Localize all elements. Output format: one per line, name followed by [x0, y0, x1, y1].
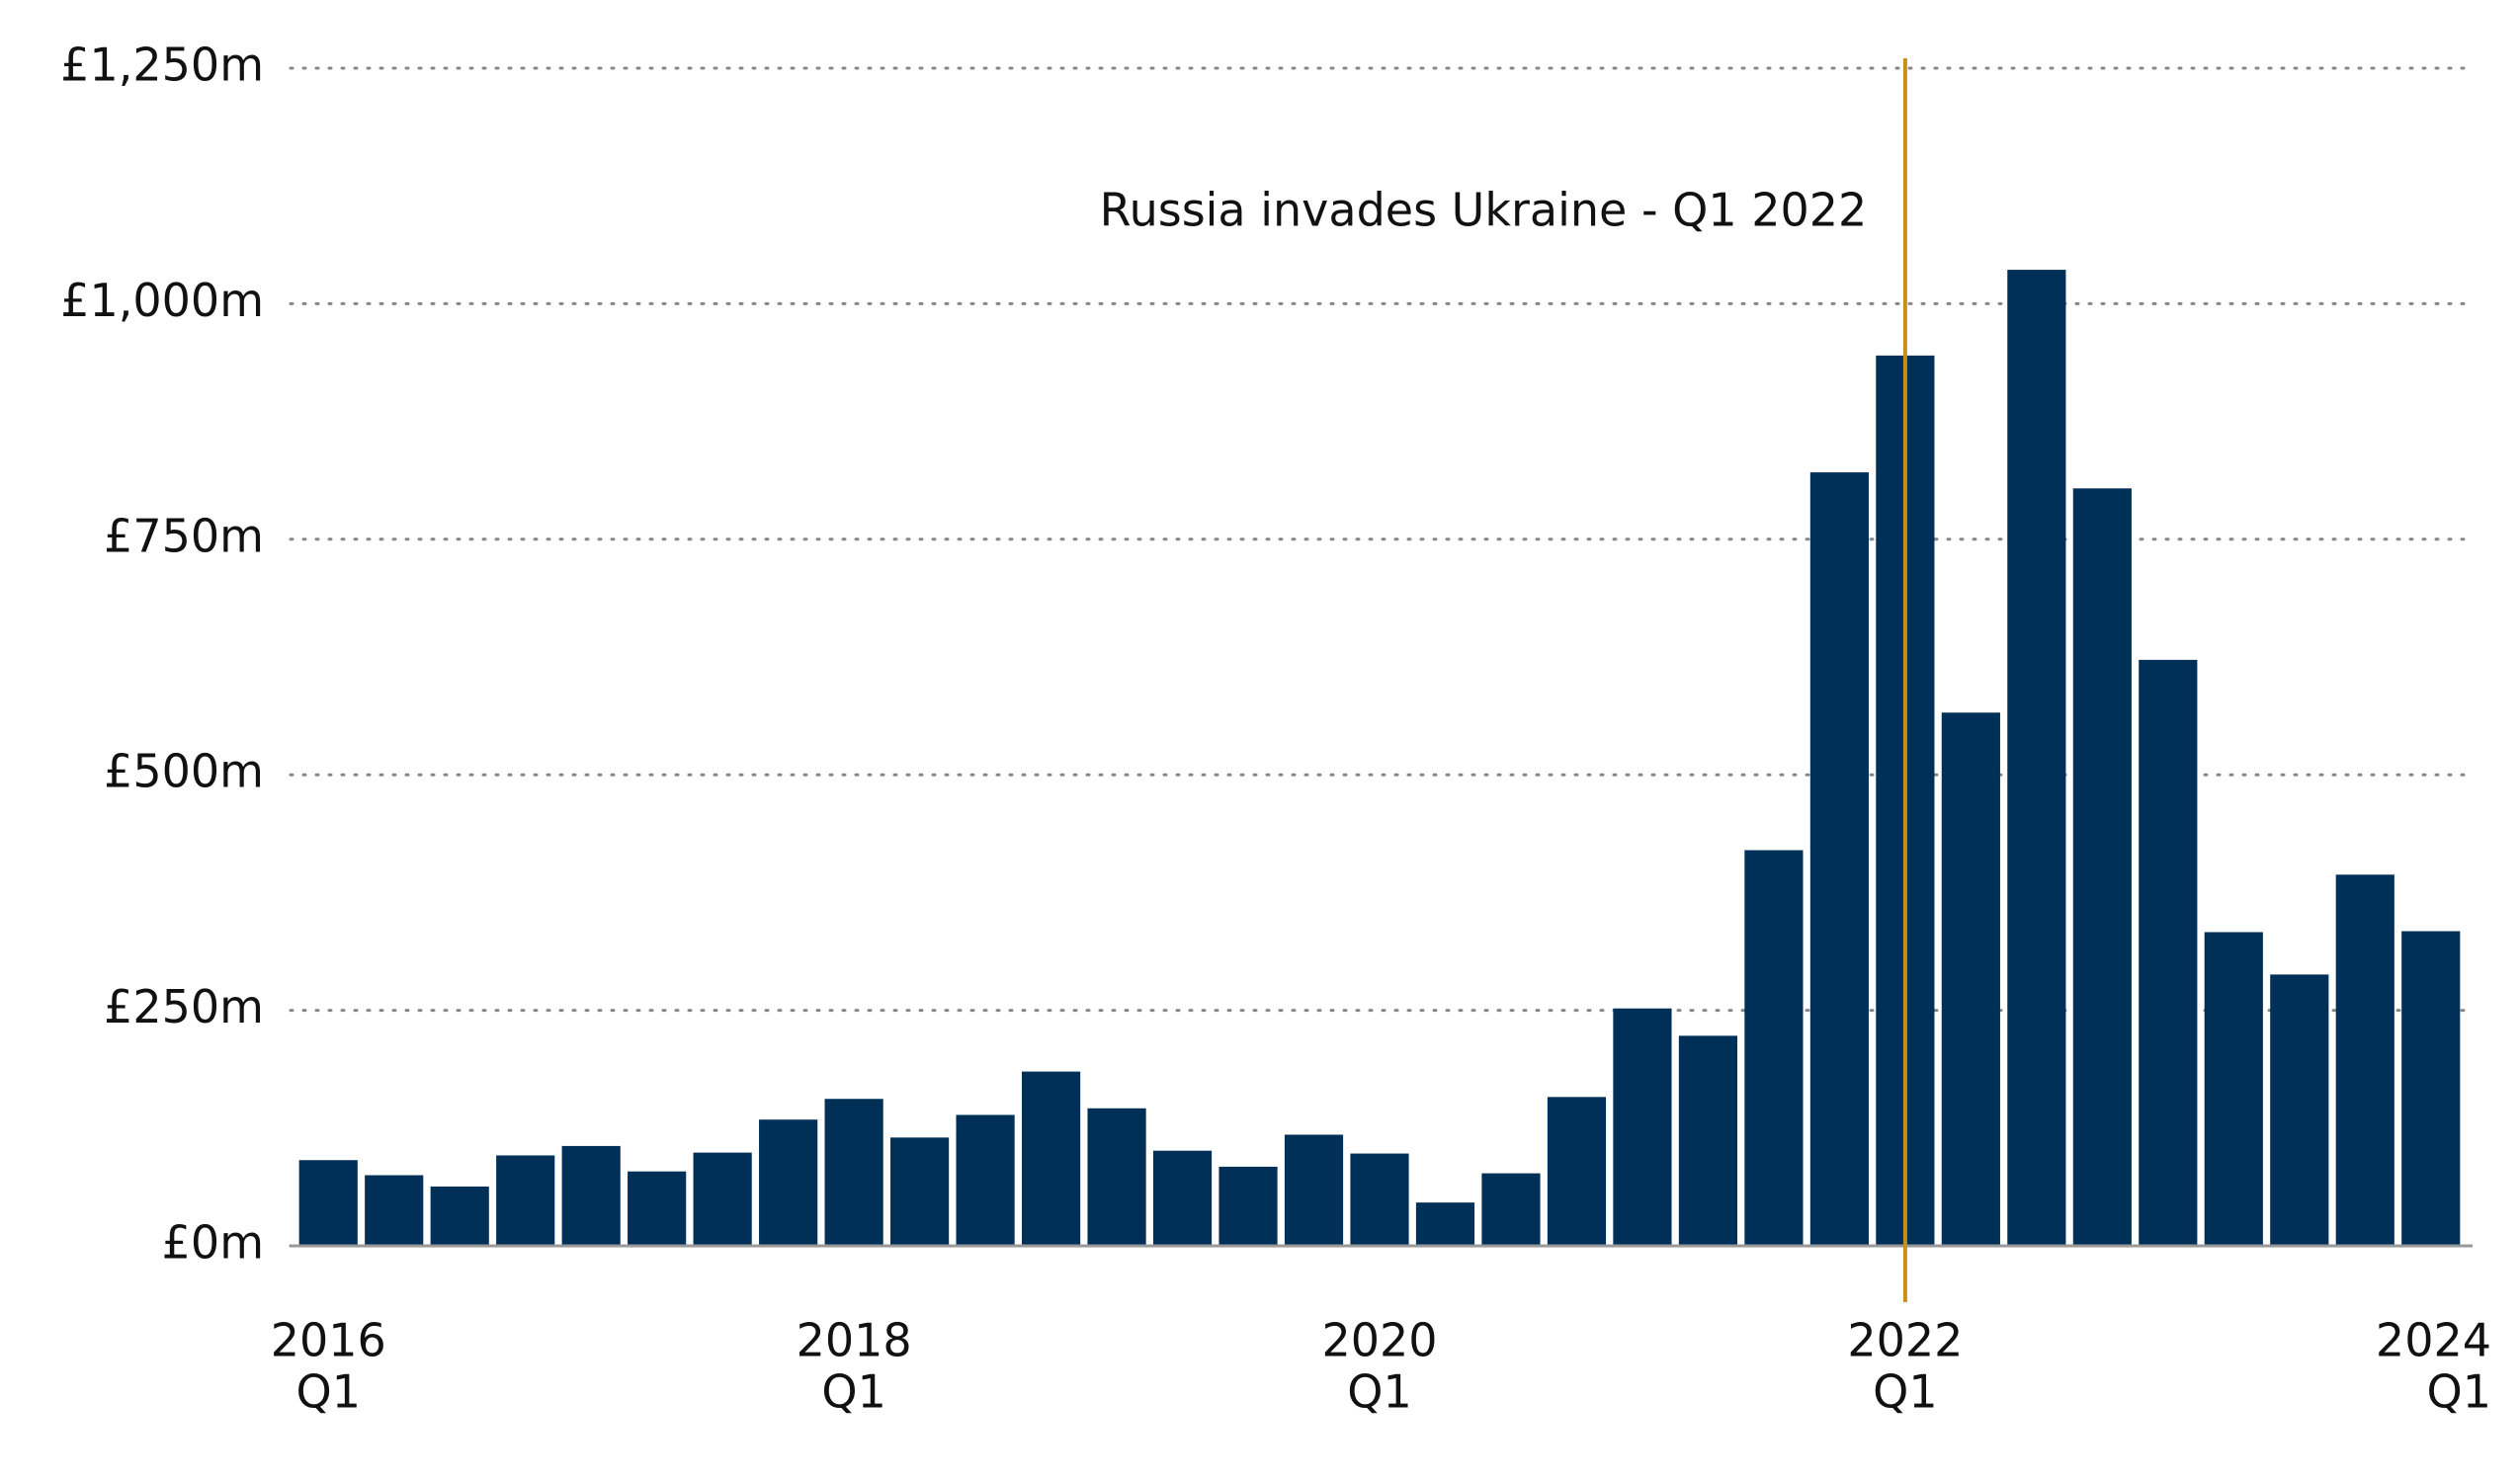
- bar: [1941, 712, 2000, 1246]
- bar: [1350, 1153, 1409, 1246]
- bar: [2007, 270, 2066, 1246]
- x-tick-label: 2020: [1321, 1314, 1437, 1367]
- bar: [1613, 1008, 1672, 1246]
- bar: [2204, 932, 2263, 1246]
- annotation-text: Russia invades Ukraine - Q1 2022: [1100, 184, 1868, 237]
- bar: [2270, 974, 2329, 1246]
- bar: [1547, 1097, 1607, 1246]
- bar: [890, 1137, 950, 1246]
- bar: [1021, 1071, 1081, 1246]
- bar: [298, 1160, 358, 1246]
- bar: [628, 1171, 687, 1246]
- bar: [1218, 1166, 1278, 1246]
- x-tick-label: 2024: [2376, 1314, 2491, 1367]
- bar: [1744, 850, 1804, 1246]
- bar: [1809, 472, 1869, 1247]
- bar: [430, 1186, 489, 1246]
- bar: [496, 1155, 555, 1246]
- bar: [561, 1145, 621, 1246]
- y-tick-label: £1,250m: [60, 39, 264, 92]
- bar: [365, 1175, 424, 1246]
- y-tick-label: £750m: [104, 509, 264, 562]
- bar: [956, 1114, 1015, 1246]
- bar: [2139, 659, 2198, 1246]
- y-tick-label: £250m: [104, 980, 264, 1033]
- x-tick-label: Q1: [1347, 1365, 1411, 1419]
- x-tick-label: Q1: [2427, 1365, 2491, 1419]
- bar: [1481, 1173, 1541, 1246]
- y-tick-label: £0m: [162, 1216, 264, 1270]
- y-tick-label: £1,000m: [60, 274, 264, 327]
- bar: [2401, 931, 2461, 1246]
- x-tick-label: Q1: [296, 1365, 361, 1419]
- x-tick-label: 2022: [1847, 1314, 1963, 1367]
- bar: [1152, 1150, 1213, 1246]
- y-tick-label: £500m: [104, 745, 264, 798]
- x-tick-label: Q1: [821, 1365, 885, 1419]
- x-tick-label: 2016: [271, 1314, 386, 1367]
- bar: [1415, 1202, 1475, 1246]
- bar: [1678, 1035, 1738, 1246]
- bar: [2072, 488, 2132, 1246]
- bar: [1284, 1134, 1344, 1246]
- bar: [1087, 1108, 1146, 1246]
- x-tick-label: Q1: [1873, 1365, 1937, 1419]
- bar: [693, 1152, 752, 1246]
- bar: [2335, 874, 2394, 1246]
- x-tick-label: 2018: [797, 1314, 912, 1367]
- bar: [824, 1099, 883, 1246]
- bar: [759, 1119, 818, 1246]
